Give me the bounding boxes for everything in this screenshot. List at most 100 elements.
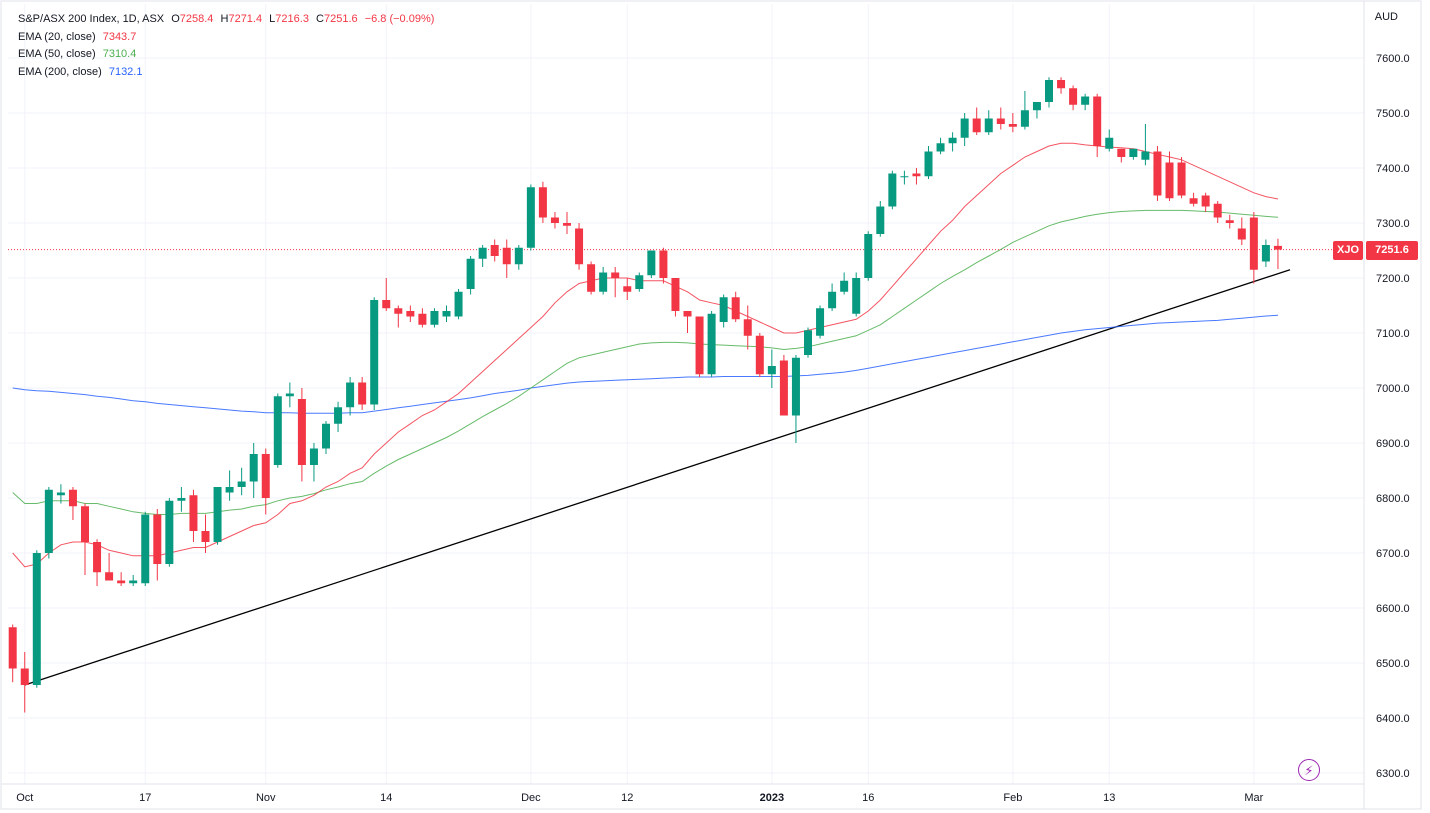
candle-body	[297, 399, 306, 465]
candle-body	[346, 382, 355, 408]
low-label: L	[269, 13, 276, 25]
candle-body	[44, 489, 53, 553]
candle-body	[129, 580, 138, 584]
y-axis-tick-label: 6600.0	[1376, 603, 1410, 615]
candle-body	[153, 514, 162, 564]
candle-body	[1249, 217, 1258, 270]
candle-body	[623, 286, 632, 292]
candle-body	[779, 360, 788, 416]
candle-body	[538, 187, 547, 218]
candle-body	[56, 492, 65, 496]
ema50-line	[12, 209, 1279, 515]
legend-ema20-row[interactable]: EMA (20, close) 7343.7	[18, 29, 438, 47]
y-axis-tick-label: 7400.0	[1376, 163, 1410, 175]
candle-body	[695, 316, 704, 375]
candle-body	[587, 264, 596, 292]
candle-body	[936, 143, 945, 152]
chart-legend: S&P/ASX 200 Index, 1D, ASX O7258.4 H7271…	[18, 11, 438, 81]
candle-body	[575, 228, 584, 265]
change-value: −6.8 (−0.09%)	[364, 13, 435, 25]
x-axis-tick-label: 2023	[760, 792, 784, 804]
candle-body	[370, 300, 379, 405]
candle-body	[659, 250, 668, 278]
candle-body	[430, 311, 439, 325]
candle-body	[285, 393, 294, 397]
candle-body	[93, 542, 102, 573]
candle-body	[32, 553, 41, 685]
candle-body	[382, 300, 391, 309]
candle-body	[81, 506, 89, 542]
price-badge-value: 7251.6	[1366, 241, 1418, 260]
y-axis-tick-label: 7200.0	[1376, 273, 1410, 285]
candle-body	[996, 118, 1005, 124]
y-axis-tick-label: 6800.0	[1376, 493, 1410, 505]
legend-ema200-row[interactable]: EMA (200, close) 7132.1	[18, 64, 438, 82]
candle-body	[418, 313, 427, 325]
candle-body	[261, 454, 270, 498]
candle-body	[900, 176, 909, 178]
candle-body	[1225, 220, 1234, 223]
x-axis-tick-label: 12	[621, 792, 633, 804]
open-label: O	[171, 13, 180, 25]
y-axis-tick-label: 6900.0	[1376, 438, 1410, 450]
candle-body	[68, 489, 77, 507]
ema20-value: 7343.7	[102, 30, 137, 43]
y-axis-tick-label: 7600.0	[1376, 53, 1410, 65]
ema200-label: EMA (200, close)	[18, 65, 102, 78]
candle-body	[1045, 80, 1053, 102]
x-axis-tick-label: 17	[139, 792, 151, 804]
candle-body	[514, 247, 523, 265]
x-axis-tick-label: Feb	[1003, 792, 1022, 804]
y-axis-tick-label: 7500.0	[1376, 108, 1410, 120]
candle-body	[1165, 162, 1174, 199]
candle-body	[213, 487, 222, 542]
candle-body	[309, 448, 318, 465]
support-trendline	[24, 269, 1291, 686]
close-value: 7251.6	[323, 13, 358, 25]
tradingview-lightning-icon[interactable]: ⚡	[1298, 759, 1320, 781]
ema50-value: 7310.4	[102, 48, 137, 60]
candle-body	[1032, 102, 1041, 111]
x-axis-tick-label: Oct	[16, 792, 33, 804]
candle-body	[1141, 151, 1150, 160]
candle-body	[731, 297, 740, 320]
candle-body	[466, 258, 475, 289]
legend-ema50-row[interactable]: EMA (50, close) 7310.4	[18, 46, 438, 64]
candle-body	[1117, 148, 1126, 157]
ema200-line	[12, 314, 1279, 414]
candle-body	[1177, 162, 1186, 196]
currency-label[interactable]: AUD	[1374, 11, 1398, 23]
y-axis-tick-label: 7000.0	[1376, 383, 1410, 395]
x-axis-tick-label: Dec	[521, 792, 541, 804]
candle-body	[864, 234, 873, 278]
candle-body	[105, 572, 114, 581]
candle-body	[755, 335, 764, 375]
candle-body	[1273, 245, 1282, 250]
symbol-title[interactable]: S&P/ASX 200 Index, 1D, ASX	[18, 13, 165, 25]
candle-body	[960, 118, 969, 138]
close-label: C	[316, 13, 324, 25]
ema200-value: 7132.1	[108, 65, 143, 78]
candle-body	[972, 118, 981, 133]
candle-body	[816, 308, 825, 336]
candle-body	[791, 357, 800, 416]
y-axis-tick-label: 7300.0	[1376, 218, 1410, 230]
x-axis-tick-label: Nov	[256, 792, 276, 804]
y-axis-tick-label: 6300.0	[1376, 768, 1410, 780]
candle-body	[635, 275, 644, 289]
candle-body	[334, 407, 343, 424]
candle-body	[442, 311, 451, 317]
ema50-label: EMA (50, close)	[18, 48, 96, 60]
candle-body	[117, 580, 126, 584]
candle-body	[1020, 110, 1029, 127]
candle-body	[1129, 148, 1138, 157]
candle-body	[189, 495, 198, 531]
candle-body	[526, 187, 535, 248]
candle-body	[1261, 245, 1270, 262]
candle-body	[707, 313, 716, 375]
candle-body	[249, 454, 258, 482]
candle-body	[804, 330, 812, 355]
candle-body	[924, 151, 933, 177]
